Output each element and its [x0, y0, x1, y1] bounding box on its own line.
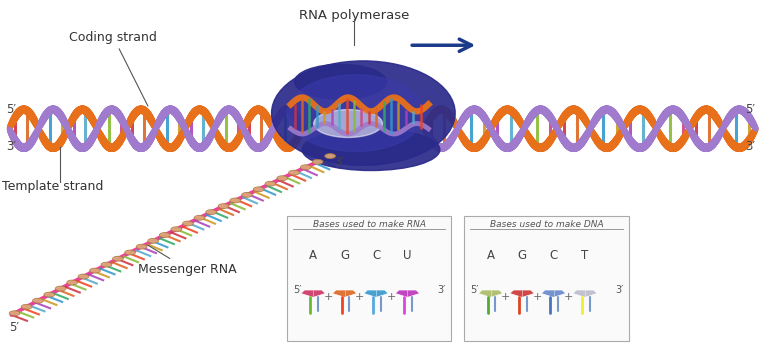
Text: 3′: 3′ [745, 140, 755, 153]
Text: 5′: 5′ [745, 103, 755, 116]
Ellipse shape [287, 75, 425, 151]
Circle shape [136, 244, 147, 249]
Text: +: + [501, 292, 510, 302]
Text: 5′: 5′ [293, 285, 301, 295]
Text: C: C [372, 250, 380, 262]
Ellipse shape [314, 110, 382, 137]
Circle shape [33, 298, 44, 303]
Text: Bases used to make RNA: Bases used to make RNA [313, 220, 425, 229]
Text: Template strand: Template strand [2, 180, 104, 193]
Circle shape [230, 198, 240, 203]
Circle shape [171, 227, 181, 232]
Polygon shape [396, 290, 420, 297]
Text: 5′: 5′ [6, 103, 16, 116]
Circle shape [325, 153, 336, 158]
Circle shape [101, 262, 112, 267]
Polygon shape [301, 290, 325, 297]
Text: 3′: 3′ [615, 285, 623, 295]
Circle shape [67, 280, 77, 285]
Circle shape [44, 292, 54, 297]
Circle shape [21, 304, 32, 309]
Ellipse shape [302, 129, 440, 171]
Text: Coding strand: Coding strand [70, 31, 157, 106]
Polygon shape [542, 290, 566, 297]
Text: G: G [340, 250, 349, 262]
Circle shape [55, 286, 66, 291]
Circle shape [265, 181, 275, 186]
Text: T: T [581, 250, 588, 262]
Ellipse shape [272, 61, 455, 165]
Polygon shape [364, 290, 389, 297]
Circle shape [148, 238, 158, 243]
Circle shape [159, 232, 170, 237]
Circle shape [301, 165, 311, 170]
Circle shape [242, 192, 252, 197]
Circle shape [194, 215, 205, 220]
Text: U: U [403, 250, 412, 262]
Ellipse shape [295, 64, 386, 99]
Text: A: A [487, 250, 495, 262]
Polygon shape [332, 290, 356, 297]
Circle shape [288, 170, 299, 175]
Text: Messenger RNA: Messenger RNA [138, 245, 236, 276]
Circle shape [78, 274, 89, 279]
Text: RNA polymerase: RNA polymerase [299, 9, 409, 22]
Text: +: + [355, 292, 364, 302]
Text: +: + [532, 292, 542, 302]
Text: +: + [324, 292, 333, 302]
Text: 5′: 5′ [9, 321, 19, 334]
Text: +: + [386, 292, 396, 302]
FancyBboxPatch shape [287, 216, 451, 341]
Text: 3′: 3′ [334, 157, 343, 167]
Circle shape [277, 176, 288, 181]
Polygon shape [573, 290, 597, 297]
Circle shape [112, 256, 123, 261]
FancyBboxPatch shape [464, 216, 629, 341]
Circle shape [312, 159, 323, 164]
Circle shape [206, 209, 216, 214]
Circle shape [253, 187, 264, 192]
Polygon shape [509, 290, 534, 297]
Text: G: G [517, 250, 526, 262]
Circle shape [183, 221, 194, 226]
Text: C: C [549, 250, 558, 262]
Text: 3′: 3′ [6, 140, 16, 153]
Text: 3′: 3′ [438, 285, 446, 295]
Text: A: A [309, 250, 317, 262]
Circle shape [218, 204, 229, 208]
Text: 5′: 5′ [470, 285, 479, 295]
Text: Bases used to make DNA: Bases used to make DNA [490, 220, 604, 229]
Text: +: + [564, 292, 573, 302]
Circle shape [90, 268, 100, 273]
Circle shape [9, 311, 20, 316]
Polygon shape [478, 290, 503, 297]
Circle shape [125, 250, 135, 255]
